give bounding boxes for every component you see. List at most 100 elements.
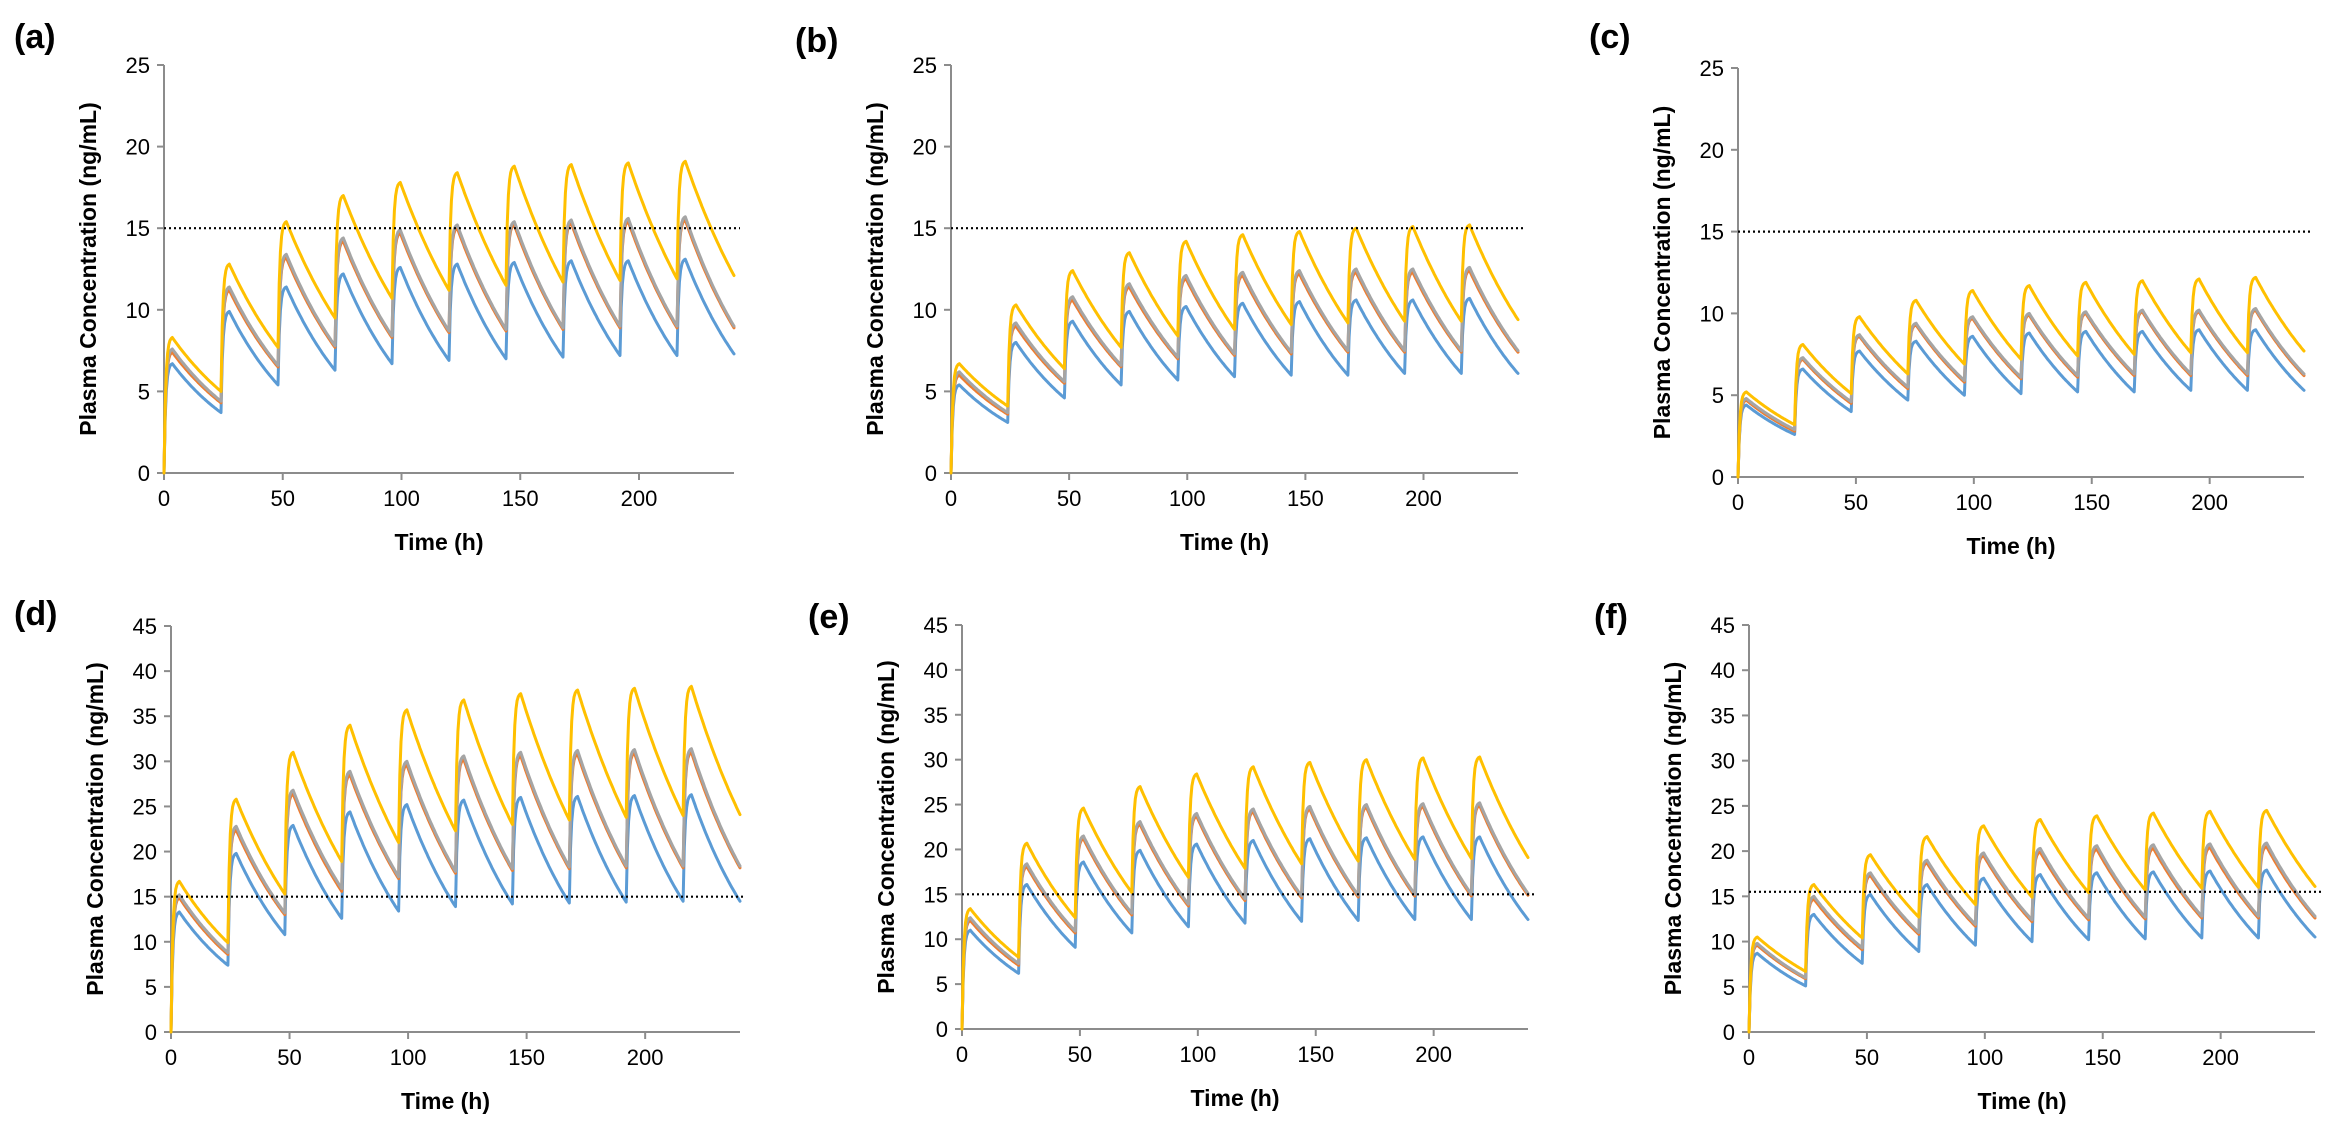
x-tick-label: 100 — [390, 1045, 427, 1070]
y-tick-label: 5 — [936, 972, 948, 997]
series-line-high — [1747, 808, 2317, 1034]
x-tick-label: 200 — [2202, 1045, 2239, 1070]
panel-label: (c) — [1589, 18, 1631, 56]
y-tick-label: 5 — [138, 379, 150, 404]
y-axis-title: Plasma Concentration (ng/mL) — [82, 662, 108, 996]
x-tick-label: 50 — [277, 1045, 301, 1070]
y-tick-label: 15 — [913, 216, 937, 241]
y-tick-label: 45 — [1711, 613, 1735, 638]
x-tick-label: 200 — [2191, 490, 2228, 515]
y-axis-title: Plasma Concentration (ng/mL) — [1660, 662, 1686, 996]
y-tick-label: 0 — [925, 461, 937, 486]
series-line-mid — [1747, 845, 2317, 1034]
y-tick-label: 30 — [133, 749, 157, 774]
x-tick-label: 100 — [1955, 490, 1992, 515]
series-line-upper — [1747, 841, 2317, 1034]
x-tick-label: 0 — [945, 486, 957, 511]
y-tick-label: 15 — [924, 882, 948, 907]
y-axis-title: Plasma Concentration (ng/mL) — [862, 102, 888, 436]
y-tick-label: 20 — [1700, 138, 1724, 163]
x-tick-label: 150 — [508, 1045, 545, 1070]
chart-panel-3: (c) 0 5 10 15 20 25 0 50 100 150 200 Time (h) Plasma … — [1589, 18, 2310, 559]
y-tick-label: 0 — [1712, 465, 1724, 490]
y-tick-label: 30 — [924, 748, 948, 773]
y-tick-label: 5 — [925, 379, 937, 404]
y-tick-label: 40 — [133, 659, 157, 684]
y-tick-label: 20 — [1711, 839, 1735, 864]
chart-panel-6: (f) 0 5 10 15 20 25 30 35 40 45 0 50 100 150 200 Time (h… — [1594, 598, 2321, 1114]
series-line-high — [949, 223, 1520, 475]
x-tick-label: 100 — [1169, 486, 1206, 511]
x-tick-label: 100 — [1179, 1042, 1216, 1067]
y-tick-label: 25 — [133, 794, 157, 819]
x-tick-label: 100 — [383, 486, 420, 511]
x-tick-label: 50 — [1057, 486, 1081, 511]
y-tick-label: 35 — [924, 703, 948, 728]
panel-label: (e) — [808, 598, 850, 636]
x-tick-label: 150 — [1297, 1042, 1334, 1067]
y-tick-label: 5 — [1723, 975, 1735, 1000]
y-tick-label: 40 — [1711, 658, 1735, 683]
series-line-high — [960, 755, 1530, 1031]
x-tick-label: 50 — [1844, 490, 1868, 515]
y-tick-label: 15 — [133, 885, 157, 910]
y-tick-label: 20 — [126, 135, 150, 160]
chart-panel-5: (e) 0 5 10 15 20 25 30 35 40 45 0 50 100 150 200 Time (h… — [808, 598, 1534, 1111]
x-tick-label: 200 — [627, 1045, 664, 1070]
x-tick-label: 150 — [1287, 486, 1324, 511]
y-tick-label: 30 — [1711, 749, 1735, 774]
y-tick-label: 10 — [133, 930, 157, 955]
panel-label: (a) — [14, 18, 56, 56]
series-line-low — [949, 296, 1520, 475]
series-line-low — [1747, 868, 2317, 1034]
y-tick-label: 20 — [133, 840, 157, 865]
x-tick-label: 50 — [1855, 1045, 1879, 1070]
y-tick-label: 10 — [913, 298, 937, 323]
x-tick-label: 0 — [165, 1045, 177, 1070]
y-tick-label: 15 — [126, 216, 150, 241]
y-tick-label: 5 — [145, 975, 157, 1000]
y-tick-label: 25 — [1711, 794, 1735, 819]
x-tick-label: 200 — [1415, 1042, 1452, 1067]
series-line-upper — [169, 747, 742, 1034]
y-tick-label: 25 — [126, 53, 150, 78]
series-line-upper — [960, 801, 1530, 1031]
series-line-low — [162, 257, 736, 475]
y-tick-label: 10 — [126, 298, 150, 323]
y-tick-label: 45 — [133, 614, 157, 639]
y-tick-label: 25 — [1700, 56, 1724, 81]
y-tick-label: 10 — [1711, 930, 1735, 955]
chart-panel-2: (b) 0 5 10 15 20 25 0 50 100 150 200 Time (h) Plasma … — [795, 22, 1524, 555]
x-tick-label: 150 — [2073, 490, 2110, 515]
x-tick-label: 0 — [956, 1042, 968, 1067]
y-tick-label: 20 — [924, 837, 948, 862]
chart-panel-4: (d) 0 5 10 15 20 25 30 35 40 45 0 50 100 150 200 Time (h… — [14, 595, 746, 1114]
x-tick-label: 200 — [1405, 486, 1442, 511]
x-axis-title: Time (h) — [1180, 529, 1269, 555]
x-axis-title: Time (h) — [401, 1088, 490, 1114]
x-tick-label: 150 — [502, 486, 539, 511]
x-tick-label: 150 — [2084, 1045, 2121, 1070]
series-line-high — [169, 684, 742, 1034]
y-axis-title: Plasma Concentration (ng/mL) — [1649, 106, 1675, 440]
series-line-low — [169, 793, 742, 1034]
x-tick-label: 50 — [271, 486, 295, 511]
series-line-low — [960, 835, 1530, 1031]
y-tick-label: 0 — [936, 1017, 948, 1042]
series-line-high — [1736, 275, 2306, 479]
panel-label: (f) — [1594, 598, 1628, 636]
x-axis-title: Time (h) — [1977, 1088, 2066, 1114]
x-tick-label: 200 — [621, 486, 658, 511]
panel-label: (b) — [795, 22, 838, 60]
x-tick-label: 0 — [1732, 490, 1744, 515]
y-tick-label: 15 — [1700, 220, 1724, 245]
x-tick-label: 100 — [1966, 1045, 2003, 1070]
y-tick-label: 10 — [924, 927, 948, 952]
series-line-upper — [1736, 307, 2306, 479]
y-tick-label: 5 — [1712, 383, 1724, 408]
y-tick-label: 45 — [924, 613, 948, 638]
y-axis-title: Plasma Concentration (ng/mL) — [75, 102, 101, 436]
y-tick-label: 15 — [1711, 884, 1735, 909]
series-line-upper — [949, 265, 1520, 475]
